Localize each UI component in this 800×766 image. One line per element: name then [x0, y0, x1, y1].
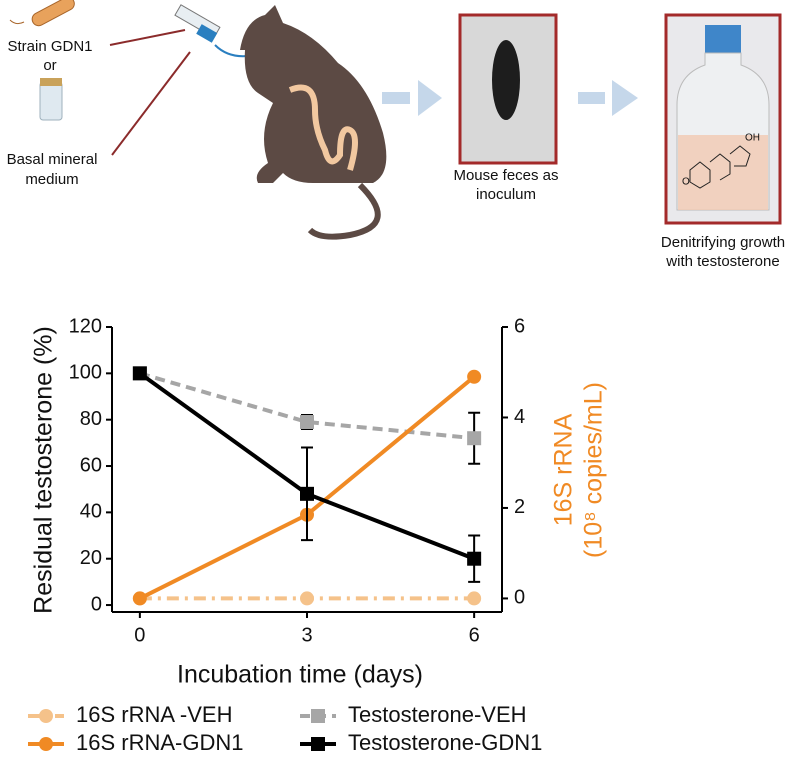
label-feces: inoculum	[476, 186, 536, 203]
bottle-icon	[39, 81, 63, 121]
x-tick-label: 3	[301, 624, 312, 646]
y2-axis-label: 16S rRNA	[550, 413, 578, 526]
y-tick-label: 100	[69, 362, 102, 384]
legend-marker	[39, 709, 53, 723]
x-tick-label: 0	[134, 624, 145, 646]
syringe-fluid	[196, 24, 218, 43]
arrow	[111, 51, 191, 156]
legend-marker	[311, 737, 325, 751]
label-hydroxyl: OH	[745, 133, 760, 144]
gut	[288, 84, 358, 171]
marker	[467, 431, 482, 446]
arrow	[109, 29, 186, 46]
marker	[467, 369, 482, 384]
feces	[492, 40, 520, 120]
bacterium-icon	[31, 0, 75, 27]
label-ketone: O	[682, 177, 690, 188]
flow-arrow-head	[418, 80, 442, 116]
label-medium: Basal mineral	[7, 151, 98, 168]
x-axis-label: Incubation time (days)	[177, 661, 423, 689]
flow-arrow	[382, 92, 410, 104]
bottle-cap	[40, 78, 62, 86]
mouse-tail	[307, 182, 381, 240]
legend-marker	[311, 709, 325, 723]
legend-label: Testosterone-GDN1	[348, 730, 542, 755]
label-feces: Mouse feces as	[453, 167, 558, 184]
flow-arrow	[578, 92, 605, 104]
y2-tick-label: 2	[514, 496, 525, 518]
x-tick-label: 6	[469, 624, 480, 646]
y-tick-label: 120	[69, 315, 102, 337]
legend-label: Testosterone-VEH	[348, 702, 527, 727]
label-growth: with testosterone	[665, 253, 779, 270]
y-axis-label: Residual testosterone (%)	[30, 326, 58, 614]
y2-tick-label: 6	[514, 315, 525, 337]
y-tick-label: 40	[80, 501, 102, 523]
y2-tick-label: 4	[514, 406, 525, 428]
label-or: or	[43, 57, 56, 74]
molecule	[689, 145, 751, 189]
y-tick-label: 20	[80, 547, 102, 569]
flagellum	[9, 19, 25, 25]
legend-label: 16S rRNA-GDN1	[76, 730, 243, 755]
bottle-cap	[705, 25, 741, 53]
flow-arrow-head	[612, 80, 638, 116]
y-tick-label: 60	[80, 454, 102, 476]
chart: Incubation time (days) Residual testoste…	[30, 326, 608, 688]
marker	[467, 551, 482, 566]
label-medium: medium	[25, 171, 78, 188]
marker	[300, 415, 314, 429]
marker	[132, 591, 147, 606]
culture	[678, 135, 768, 210]
y-tick-label: 0	[91, 593, 102, 615]
marker	[300, 486, 314, 501]
y2-axis-label: (10⁸ copies/mL)	[580, 382, 608, 558]
label-growth: Denitrifying growth	[661, 234, 785, 251]
diagram	[9, 0, 782, 240]
marker	[132, 366, 147, 381]
y-tick-label: 80	[80, 408, 102, 430]
legend-label: 16S rRNA -VEH	[76, 702, 233, 727]
y2-tick-label: 0	[514, 587, 525, 609]
marker	[300, 591, 314, 606]
legend-marker	[39, 737, 53, 751]
marker	[467, 591, 482, 606]
label-strain: Strain GDN1	[7, 38, 92, 55]
